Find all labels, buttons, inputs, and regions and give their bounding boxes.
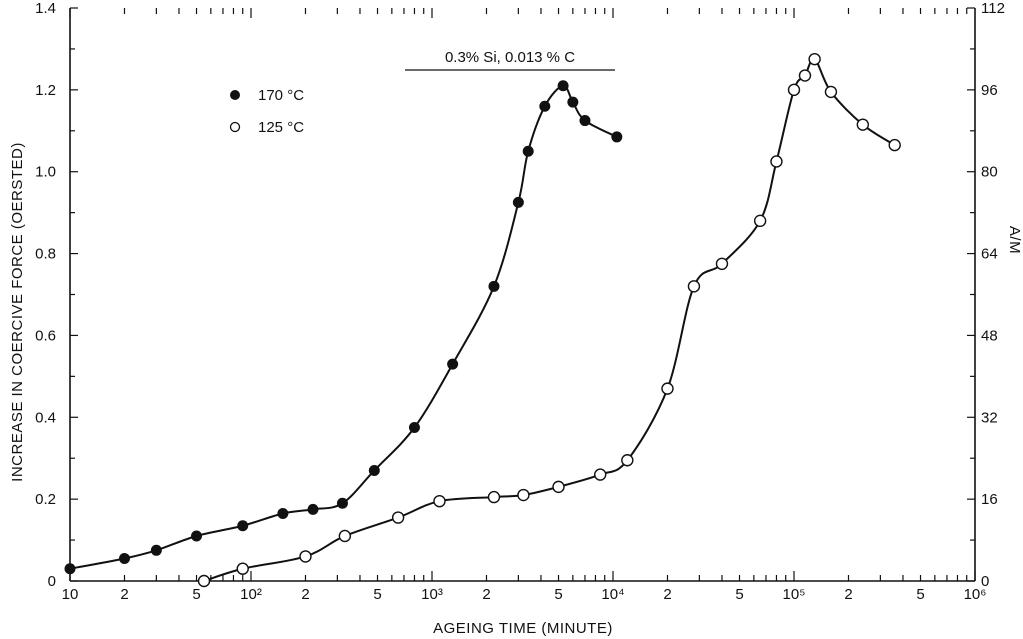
data-point-170: [118, 552, 130, 564]
x-tick-label: 10⁴: [601, 586, 624, 603]
y2-tick-label: 64: [981, 246, 998, 263]
legend-label-125: 125 °C: [258, 119, 304, 136]
y2-tick-label: 48: [981, 327, 998, 344]
data-point-125: [487, 490, 501, 504]
x-tick-label: 10⁶: [964, 586, 987, 603]
x-tick-label: 2: [301, 586, 309, 603]
data-point-125: [517, 488, 530, 502]
legend-marker-125: [229, 121, 241, 133]
data-point-170: [567, 96, 579, 108]
series-lines: [69, 57, 896, 582]
legend-marker-170: [230, 90, 240, 100]
y-tick-label: 1.2: [35, 82, 56, 99]
data-point-125: [661, 382, 674, 395]
x-tick-label: 5: [916, 586, 924, 603]
x-tick-label: 10⁵: [783, 586, 806, 603]
data-point-125: [715, 257, 729, 271]
x-tick-label: 5: [373, 586, 381, 603]
data-point-125: [687, 280, 701, 293]
data-point-170: [277, 507, 289, 519]
data-point-170: [447, 358, 459, 370]
ticks: 10 2 5 10² 2 5 10³ 2 5 10⁴ 2 5 10⁵ 2 5 10⁶00.20.40.60.8…: [35, 0, 1005, 603]
y-tick-label: 0.8: [35, 246, 56, 263]
x-axis-title: AGEING TIME (MINUTE): [433, 620, 613, 637]
x-tick-label: 10: [62, 586, 79, 603]
data-point-125: [770, 155, 783, 168]
legend: 170 °C 125 °C: [229, 87, 304, 136]
data-point-170: [522, 145, 534, 157]
data-point-125: [433, 494, 446, 508]
data-point-170: [512, 196, 524, 208]
data-point-170: [579, 115, 591, 127]
x-tick-label: 2: [482, 586, 490, 603]
x-tick-label: 2: [844, 586, 852, 603]
series-line-0: [69, 84, 618, 570]
data-point-125: [824, 85, 838, 99]
data-point-125: [338, 529, 352, 543]
x-tick-label: 5: [554, 586, 562, 603]
data-point-170: [307, 503, 319, 515]
series-line-1: [203, 57, 896, 582]
x-tick-label: 5: [192, 586, 200, 603]
data-point-170: [539, 100, 551, 112]
y2-tick-label: 112: [981, 0, 1005, 17]
data-point-125: [621, 454, 634, 467]
y2-tick-label: 32: [981, 409, 998, 426]
data-point-125: [888, 138, 901, 152]
data-point-170: [408, 422, 420, 434]
y2-tick-label: 0: [981, 573, 989, 590]
y-tick-label: 0: [48, 573, 56, 590]
data-point-125: [798, 69, 812, 82]
data-point-170: [488, 280, 500, 292]
data-point-125: [753, 214, 767, 228]
data-point-170: [611, 131, 623, 143]
x-tick-label: 5: [735, 586, 743, 603]
data-point-125: [552, 480, 565, 494]
y2-axis-title: A/M: [1006, 226, 1023, 254]
data-point-125: [787, 83, 801, 97]
y-tick-label: 1.4: [35, 0, 56, 17]
data-point-170: [557, 80, 569, 92]
data-point-125: [594, 468, 607, 481]
x-tick-label: 2: [120, 586, 128, 603]
data-point-170: [368, 464, 380, 476]
chart-subtitle: 0.3% Si, 0.013 % C: [445, 49, 575, 66]
data-point-125: [197, 574, 211, 588]
data-point-125: [391, 511, 405, 524]
data-point-125: [299, 550, 312, 563]
data-point-170: [336, 497, 348, 509]
data-point-125: [236, 562, 249, 575]
x-tick-label: 10³: [421, 586, 443, 603]
y-tick-label: 1.0: [35, 164, 56, 181]
y2-tick-label: 16: [981, 491, 998, 508]
y2-tick-label: 80: [981, 164, 998, 181]
y-axis-title: INCREASE IN COERCIVE FORCE (OERSTED): [9, 142, 26, 482]
data-point-170: [64, 563, 76, 575]
legend-label-170: 170 °C: [258, 87, 304, 104]
data-point-125: [856, 118, 870, 131]
y2-tick-label: 96: [981, 82, 998, 99]
x-tick-label: 10²: [240, 586, 262, 603]
y-tick-label: 0.2: [35, 491, 56, 508]
data-point-170: [237, 520, 249, 532]
data-points: [64, 52, 901, 588]
x-tick-label: 2: [663, 586, 671, 603]
data-point-170: [191, 530, 203, 542]
y-tick-label: 0.6: [35, 327, 56, 344]
data-point-170: [150, 544, 162, 556]
data-point-125: [808, 52, 821, 66]
y-tick-label: 0.4: [35, 409, 56, 426]
